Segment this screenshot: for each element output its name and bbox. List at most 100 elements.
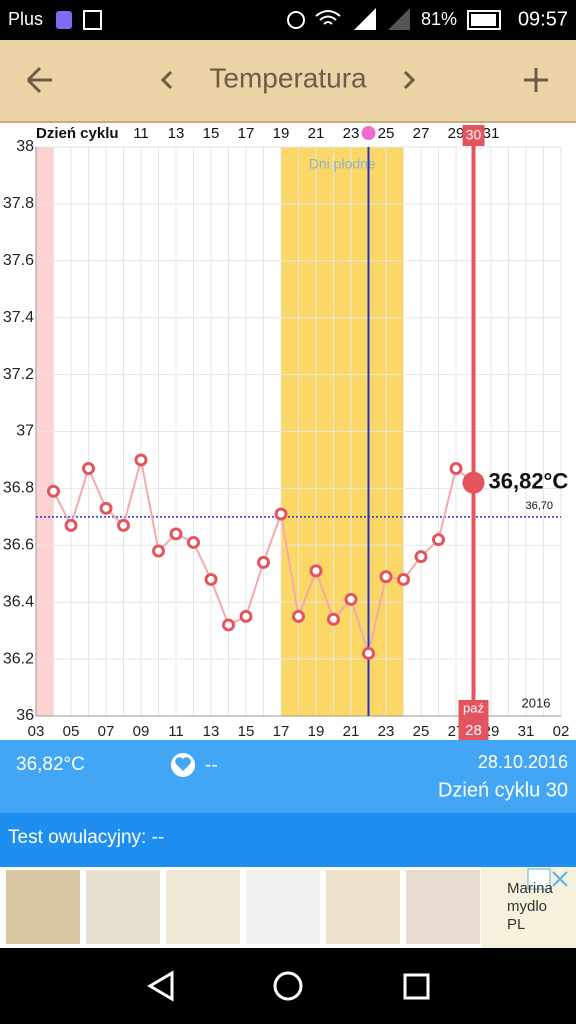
value-label: 36,82°C	[489, 469, 569, 494]
temperature-point	[134, 453, 148, 467]
x-tick-label: 13	[203, 723, 220, 740]
ad-image	[326, 870, 400, 944]
temperature-point	[169, 527, 183, 541]
info-temperature: 36,82°C	[16, 754, 85, 775]
ad-image	[6, 870, 80, 944]
temperature-point	[344, 592, 358, 606]
ad-image	[406, 870, 480, 944]
ad-line: Marina	[507, 880, 554, 897]
temperature-point	[432, 533, 445, 547]
current-day: 28	[465, 722, 482, 739]
temperature-point	[309, 564, 323, 578]
ad-image	[166, 870, 240, 944]
x-tick-label: 07	[98, 723, 115, 740]
nav-home[interactable]	[273, 971, 303, 1001]
temperature-point	[362, 646, 375, 660]
ad-choices[interactable]	[527, 868, 551, 890]
x-tick-label: 17	[273, 723, 290, 740]
cycle-day-label: 15	[203, 125, 220, 142]
y-tick-label: 37.2	[3, 366, 34, 383]
x-tick-label: 09	[133, 723, 150, 740]
nav-bar	[0, 948, 576, 1024]
battery-level: 81%	[421, 9, 457, 29]
signal-icon	[354, 8, 376, 30]
x-tick-label: 25	[413, 723, 430, 740]
y-tick-label: 36.8	[3, 480, 34, 497]
x-tick-label: 15	[238, 723, 255, 740]
temperature-point	[327, 612, 340, 626]
temperature-point	[292, 609, 305, 623]
info-cycle-day: Dzień cyklu 30	[438, 779, 568, 801]
year-label: 2016	[522, 695, 551, 710]
ad-close[interactable]	[552, 871, 568, 887]
ad-image	[86, 870, 160, 944]
cycle-day-label: 23	[343, 125, 360, 142]
carrier: Plus	[8, 9, 43, 29]
current-cycle-day: 30	[466, 127, 482, 143]
x-tick-label: 11	[168, 723, 184, 740]
next-button[interactable]	[403, 70, 416, 90]
nav-recent[interactable]	[403, 973, 430, 1000]
info-panel	[0, 740, 576, 813]
x-tick-label: 21	[343, 723, 360, 740]
y-tick-label: 36.4	[3, 593, 34, 610]
y-tick-label: 36.6	[3, 537, 34, 554]
temperature-point	[449, 461, 463, 475]
x-tick-label: 02	[553, 723, 570, 740]
ad-images	[6, 870, 480, 944]
cycle-axis-title: Dzień cyklu	[36, 125, 119, 142]
clock: 09:57	[518, 8, 568, 30]
ad-line: mydlo	[507, 898, 547, 915]
chart: 36 36.2 36.4 36.6 36.8 37 37.2 37.4 37.6 37.8 38 03…	[3, 125, 569, 740]
cycle-day-label: 13	[168, 125, 185, 142]
heart-shape	[175, 757, 191, 771]
temperature-point	[274, 507, 288, 521]
cycle-day-label: 11	[133, 125, 149, 142]
y-tick-label: 37	[16, 423, 34, 440]
temperature-point	[47, 484, 60, 498]
back-button[interactable]	[26, 66, 52, 94]
cycle-day-label: 21	[308, 125, 325, 142]
cycle-day-label: 25	[378, 125, 395, 142]
temperature-point	[99, 501, 113, 515]
add-button[interactable]	[524, 68, 548, 92]
alarm-icon	[287, 11, 305, 29]
y-tick-label: 36	[16, 707, 34, 724]
signal-icon-2	[388, 8, 410, 30]
cycle-day-label: 27	[413, 125, 430, 142]
prev-button[interactable]	[160, 70, 173, 90]
current-cycle-badge	[462, 125, 485, 146]
header	[0, 40, 576, 123]
cycle-day-label: 29	[448, 125, 465, 142]
coverline-label: 36,70	[525, 500, 553, 512]
ovulation-test-bar[interactable]	[0, 813, 576, 867]
nav-back[interactable]	[147, 970, 174, 1002]
temperature-point	[187, 535, 200, 549]
x-tick-label: 05	[63, 723, 80, 740]
y-tick-label: 36.2	[3, 650, 34, 667]
y-tick-label: 38	[16, 138, 34, 155]
current-date-badge	[458, 700, 489, 740]
x-tick-label: 31	[518, 723, 535, 740]
temperature-point	[414, 550, 428, 564]
ad-line: PL	[507, 916, 525, 933]
header-title: Temperatura	[209, 62, 367, 93]
temperature-point	[204, 572, 218, 586]
temperature-point	[397, 572, 410, 586]
image-icon	[83, 10, 102, 30]
temperature-point	[117, 518, 130, 532]
cycle-day-label: 31	[483, 125, 500, 142]
cycle-day-label: 19	[273, 125, 290, 142]
temperature-point	[257, 555, 270, 569]
battery-icon	[467, 10, 501, 30]
info-date: 28.10.2016	[478, 752, 568, 772]
fertile-label: Dni płodne	[309, 156, 376, 172]
y-tick-label: 37.8	[3, 195, 34, 212]
x-tick-label: 23	[378, 723, 395, 740]
ovulation-test: Test owulacyjny: --	[8, 827, 164, 848]
temperature-point	[239, 609, 253, 623]
battery-fill	[471, 14, 496, 26]
